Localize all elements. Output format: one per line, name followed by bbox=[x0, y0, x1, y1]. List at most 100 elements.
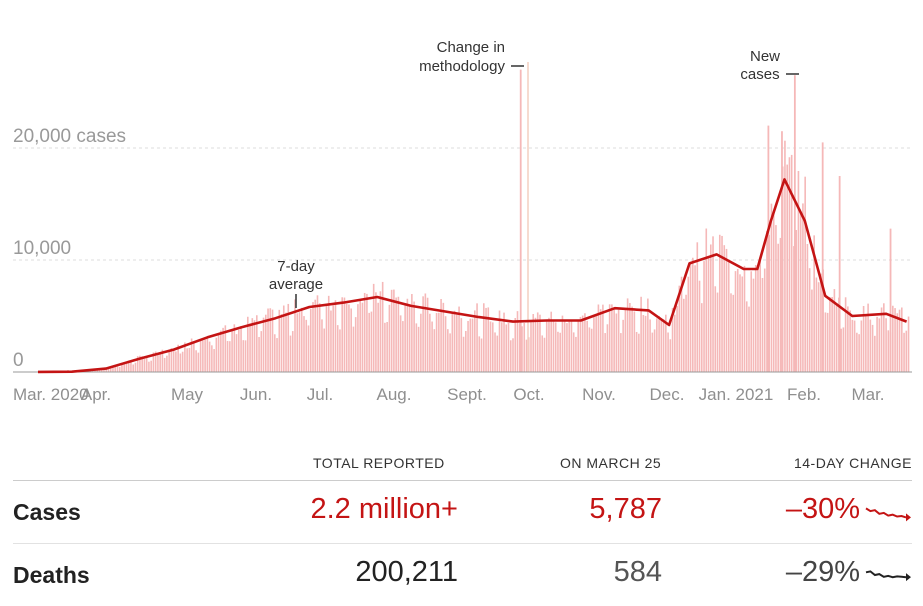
daily-case-bar bbox=[449, 333, 451, 372]
daily-case-bar bbox=[346, 304, 348, 372]
daily-case-bar bbox=[175, 351, 177, 372]
deaths-trend-sparkline bbox=[864, 564, 912, 588]
daily-case-bar bbox=[200, 339, 202, 372]
daily-case-bar bbox=[211, 345, 213, 372]
daily-case-bar bbox=[467, 321, 469, 372]
daily-case-bar bbox=[359, 300, 361, 372]
daily-case-bar bbox=[269, 308, 271, 372]
daily-case-bar bbox=[218, 333, 220, 372]
deaths-total-value: 200,211 bbox=[355, 556, 458, 589]
row-label-cases: Cases bbox=[13, 499, 81, 526]
daily-case-bar bbox=[135, 363, 137, 372]
daily-case-bar bbox=[371, 312, 373, 372]
daily-case-bar bbox=[303, 316, 305, 372]
daily-case-bar bbox=[755, 265, 757, 372]
daily-case-bar bbox=[186, 348, 188, 372]
daily-case-bar bbox=[652, 333, 654, 372]
daily-case-bar bbox=[888, 330, 890, 372]
daily-case-bar bbox=[582, 316, 584, 372]
daily-case-bar bbox=[573, 332, 575, 372]
daily-case-bar bbox=[355, 317, 357, 372]
daily-case-bar bbox=[640, 297, 642, 372]
daily-case-bar bbox=[714, 286, 716, 372]
daily-case-bar bbox=[245, 340, 247, 372]
daily-case-bar bbox=[238, 330, 240, 372]
daily-case-bar bbox=[847, 306, 849, 372]
daily-case-bar bbox=[436, 313, 438, 372]
daily-case-bar bbox=[236, 334, 238, 372]
daily-case-bar bbox=[377, 303, 379, 372]
daily-case-bar bbox=[204, 340, 206, 372]
daily-case-bars bbox=[38, 141, 909, 372]
daily-case-bar bbox=[856, 333, 858, 372]
daily-case-bar bbox=[559, 333, 561, 372]
deaths-change-value: –29% bbox=[786, 556, 860, 589]
daily-case-bar bbox=[193, 343, 195, 372]
daily-case-bar bbox=[591, 329, 593, 372]
daily-case-bar bbox=[584, 313, 586, 372]
case-spike-bar bbox=[839, 176, 841, 372]
daily-case-bar bbox=[229, 341, 231, 372]
daily-case-bar bbox=[879, 318, 881, 372]
daily-case-bar bbox=[254, 320, 256, 372]
daily-case-bar bbox=[836, 306, 838, 372]
sparkline-trend bbox=[866, 508, 906, 517]
daily-case-bar bbox=[465, 331, 467, 372]
daily-case-bar bbox=[319, 303, 321, 372]
daily-case-bar bbox=[611, 304, 613, 372]
daily-case-bar bbox=[807, 244, 809, 372]
daily-case-bar bbox=[557, 332, 559, 372]
daily-case-bar bbox=[753, 279, 755, 372]
daily-case-bar bbox=[717, 293, 719, 372]
daily-case-bar bbox=[180, 353, 182, 372]
daily-case-bar bbox=[683, 299, 685, 372]
x-tick-label: May bbox=[171, 385, 204, 404]
daily-case-bar bbox=[786, 165, 788, 372]
daily-case-bar bbox=[494, 332, 496, 372]
daily-case-bar bbox=[676, 306, 678, 372]
daily-case-bar bbox=[173, 349, 175, 372]
daily-case-bar bbox=[523, 323, 525, 372]
daily-case-bar bbox=[323, 329, 325, 372]
daily-case-bar bbox=[144, 359, 146, 372]
stats-header: TOTAL REPORTED ON MARCH 25 14-DAY CHANGE bbox=[13, 452, 912, 481]
daily-case-bar bbox=[741, 276, 743, 372]
daily-case-bar bbox=[357, 304, 359, 372]
daily-case-bar bbox=[688, 277, 690, 372]
daily-case-bar bbox=[474, 310, 476, 372]
daily-case-bar bbox=[804, 177, 806, 372]
daily-case-bar bbox=[404, 305, 406, 372]
stats-table: TOTAL REPORTED ON MARCH 25 14-DAY CHANGE… bbox=[13, 452, 912, 606]
daily-case-bar bbox=[310, 309, 312, 372]
daily-case-bar bbox=[730, 293, 732, 372]
daily-case-bar bbox=[750, 271, 752, 372]
daily-case-bar bbox=[478, 336, 480, 372]
daily-case-bar bbox=[593, 315, 595, 372]
daily-case-bar bbox=[326, 304, 328, 372]
daily-case-bar bbox=[816, 278, 818, 372]
daily-case-bar bbox=[541, 335, 543, 372]
daily-case-bar bbox=[434, 329, 436, 372]
daily-case-bar bbox=[625, 309, 627, 372]
daily-case-bar bbox=[341, 297, 343, 372]
daily-case-bar bbox=[694, 265, 696, 372]
daily-case-bar bbox=[252, 318, 254, 372]
daily-case-bar bbox=[777, 244, 779, 372]
daily-case-bar bbox=[831, 297, 833, 372]
daily-case-bar bbox=[243, 340, 245, 372]
daily-case-bar bbox=[337, 325, 339, 372]
daily-case-bar bbox=[452, 313, 454, 372]
daily-case-bar bbox=[384, 323, 386, 372]
daily-case-bar bbox=[501, 322, 503, 372]
cases-trend-sparkline bbox=[864, 501, 912, 525]
daily-case-bar bbox=[791, 155, 793, 372]
x-tick-label: Jun. bbox=[240, 385, 272, 404]
daily-case-bar bbox=[150, 361, 152, 372]
daily-case-bar bbox=[281, 314, 283, 372]
daily-case-bar bbox=[213, 349, 215, 372]
annotation-average-line2: average bbox=[269, 276, 323, 293]
y-tick-label: 0 bbox=[13, 350, 24, 371]
deaths-day-value: 584 bbox=[614, 556, 662, 589]
daily-case-bar bbox=[530, 322, 532, 372]
daily-case-bar bbox=[589, 327, 591, 372]
